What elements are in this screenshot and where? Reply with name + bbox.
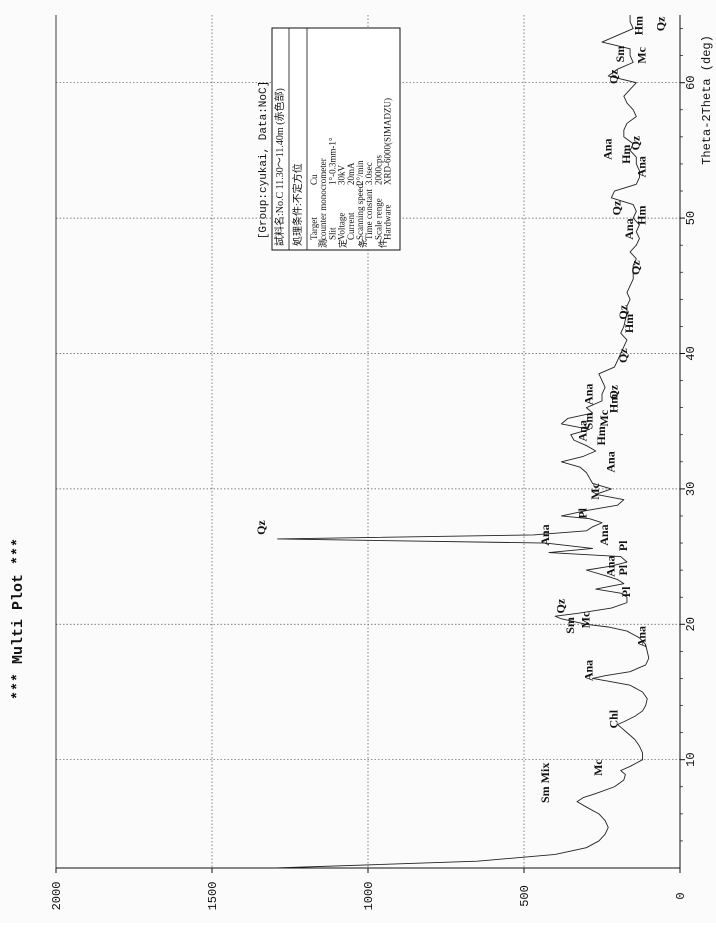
- condition-char: 件: [377, 239, 388, 248]
- group-label: [Group:cyukai, Data:NoC]: [258, 81, 270, 239]
- info-rows: Target Cu counter monocrometer Slit 1°-0.3mm…: [309, 98, 393, 240]
- peak-label: Hm: [622, 314, 636, 333]
- x-tick-label: 30: [684, 482, 698, 496]
- peak-label: Hm: [619, 145, 633, 164]
- peak-label: Mc: [597, 409, 611, 426]
- peak-label: Ana: [600, 139, 614, 160]
- peak-label: Qz: [607, 384, 621, 399]
- peak-label: Mc: [588, 482, 602, 499]
- info-row-label: Voltage: [337, 213, 347, 240]
- x-tick-label: 20: [684, 617, 698, 631]
- y-tick-label: 0: [674, 892, 688, 899]
- y-tick-label: 500: [518, 885, 532, 907]
- peak-label: Sm: [613, 46, 627, 63]
- peak-label: Ana: [582, 384, 596, 405]
- info-row-value: 1°-0.3mm-1°: [327, 137, 337, 185]
- x-tick-label: 40: [684, 346, 698, 360]
- treatment-condition: 処理条件:不定方位: [291, 163, 304, 246]
- peak-label: Mc: [591, 759, 605, 776]
- condition-char: 測: [317, 239, 328, 248]
- peak-label: Ana: [582, 660, 596, 681]
- condition-chars: 測定条件: [317, 239, 388, 248]
- peak-label: Qz: [616, 304, 630, 319]
- x-axis-label: Theta-2Theta (deg): [700, 35, 714, 165]
- peak-label: Ana: [597, 524, 611, 545]
- page-title: *** Multi Plot ***: [10, 538, 27, 700]
- info-row-label: counter monocrometer: [318, 158, 328, 240]
- peak-label: Pl: [616, 564, 630, 575]
- y-tick-label: 1500: [206, 882, 220, 911]
- condition-char: 定: [337, 239, 348, 248]
- peak-label: Hm: [607, 394, 621, 413]
- x-tick-label: 50: [684, 211, 698, 225]
- peak-label: Ana: [575, 420, 589, 441]
- info-row-value: Cu: [309, 174, 319, 185]
- peak-label: Mc: [635, 46, 649, 63]
- peak-label: Hm: [594, 426, 608, 445]
- info-row-value: 20mA: [346, 162, 356, 185]
- peak-label: Qz: [616, 348, 630, 363]
- peak-label: Ana: [622, 218, 636, 239]
- peak-label: Sm Mix: [538, 763, 552, 803]
- condition-char: 条: [357, 239, 368, 248]
- peak-label: Ana: [538, 524, 552, 545]
- peak-label: Qz: [610, 200, 624, 215]
- peak-label: Pl: [616, 540, 630, 551]
- peak-label: Ana: [603, 451, 617, 472]
- peak-label: Pl: [575, 507, 589, 518]
- info-row-value: 2°/min: [355, 160, 365, 185]
- info-row-value: 3.0sec: [364, 162, 374, 185]
- peak-label: Sm: [563, 617, 577, 634]
- peak-label: Hm: [635, 206, 649, 225]
- axis-layer: 0 500 1000 1500 2000 10 20 30 40 50 60: [50, 15, 698, 910]
- info-row-label: Scanning speed: [355, 183, 365, 240]
- peak-label: Hm: [632, 16, 646, 35]
- peak-label: Qz: [554, 598, 568, 613]
- peak-label: Qz: [628, 135, 642, 150]
- info-box-frame: [271, 27, 401, 251]
- peak-label: Qz: [653, 16, 667, 31]
- info-row-value: 30kV: [337, 165, 347, 186]
- sample-name: 試料名:No.C 11.30〜11.40m (赤色部): [273, 88, 286, 246]
- peak-label: Ana: [603, 556, 617, 577]
- info-row-label: Target: [309, 217, 319, 240]
- peak-label: Ana: [635, 156, 649, 177]
- info-row-label: Scale renge: [373, 198, 383, 240]
- xlabel-group: Theta-2Theta (deg): [700, 35, 714, 165]
- x-tick-label: 10: [684, 752, 698, 766]
- peak-label: Qz: [607, 69, 621, 84]
- peak-label: Chl: [607, 709, 621, 728]
- measurement-info-box: [Group:cyukai, Data:NoC] 試料名:No.C 11.30〜…: [258, 27, 401, 251]
- y-tick-label: 2000: [50, 882, 64, 911]
- info-row-value: XRD-6000(SIMADZU): [383, 98, 393, 185]
- header-group: *** Multi Plot ***: [10, 538, 27, 700]
- info-row-label: Slit: [327, 227, 337, 240]
- y-tick-label: 1000: [362, 882, 376, 911]
- peak-label: Pl: [619, 586, 633, 597]
- peak-label: Mc: [579, 611, 593, 628]
- peak-label: Qz: [254, 520, 268, 535]
- info-row-value: 2000cps: [373, 155, 383, 185]
- info-row-label: Time constant: [364, 189, 374, 240]
- peak-label: Qz: [628, 260, 642, 275]
- info-row-label: Hardware: [383, 205, 393, 240]
- series-layer: [274, 15, 650, 869]
- peak-label: Ana: [635, 626, 649, 647]
- diffraction-trace: [274, 15, 650, 869]
- x-tick-label: 60: [684, 75, 698, 89]
- peak-label: Sm: [582, 413, 596, 430]
- info-row-label: Current: [346, 212, 356, 240]
